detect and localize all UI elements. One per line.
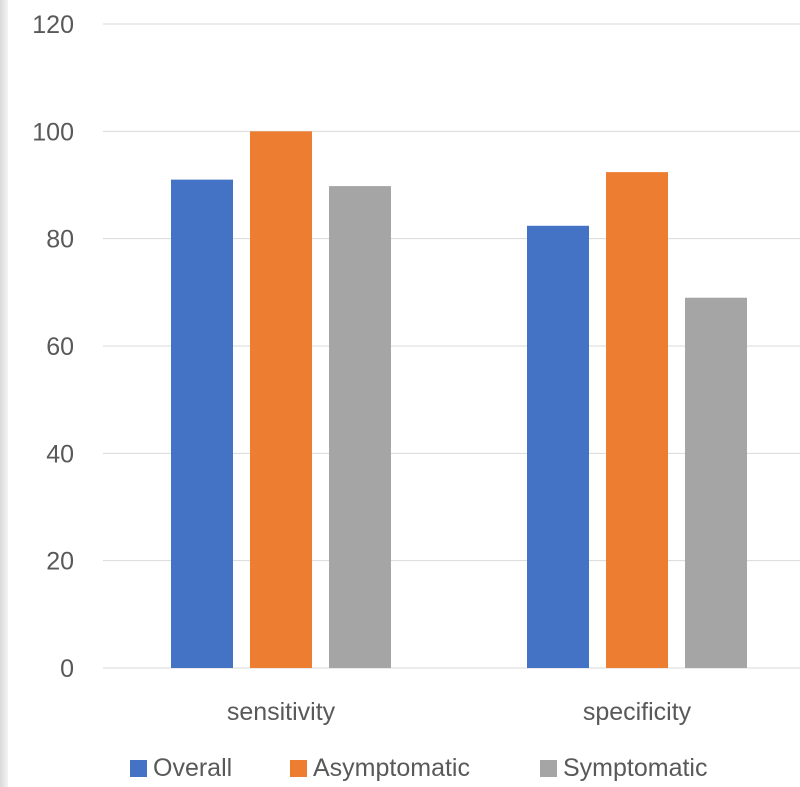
bars	[171, 131, 747, 669]
y-tick-label-60: 60	[46, 333, 74, 361]
legend-swatch-asymptomatic	[290, 760, 307, 777]
bar-sensitivity-symptomatic	[329, 186, 391, 668]
y-tick-label-0: 0	[60, 655, 74, 683]
y-tick-label-100: 100	[32, 118, 74, 146]
x-tick-label-sensitivity: sensitivity	[227, 698, 336, 726]
legend-swatch-symptomatic	[540, 760, 557, 777]
y-tick-label-40: 40	[46, 440, 74, 468]
left-edge-shadow	[0, 0, 8, 787]
bar-sensitivity-asymptomatic	[250, 131, 312, 669]
x-axis-tick-labels: sensitivity specificity	[227, 698, 692, 726]
bar-specificity-overall	[527, 225, 589, 668]
legend: Overall Asymptomatic Symptomatic	[130, 754, 707, 782]
y-axis-tick-labels: 0 20 40 60 80 100 120	[32, 11, 74, 683]
bar-sensitivity-overall	[171, 179, 233, 668]
legend-label-asymptomatic: Asymptomatic	[313, 754, 470, 782]
bar-specificity-symptomatic	[685, 297, 747, 668]
legend-swatch-overall	[130, 760, 147, 777]
y-tick-label-80: 80	[46, 226, 74, 254]
x-tick-label-specificity: specificity	[583, 698, 692, 726]
y-tick-label-20: 20	[46, 548, 74, 576]
legend-label-symptomatic: Symptomatic	[563, 754, 707, 782]
y-tick-label-120: 120	[32, 11, 74, 39]
bar-specificity-asymptomatic	[606, 172, 668, 668]
legend-label-overall: Overall	[153, 754, 232, 782]
